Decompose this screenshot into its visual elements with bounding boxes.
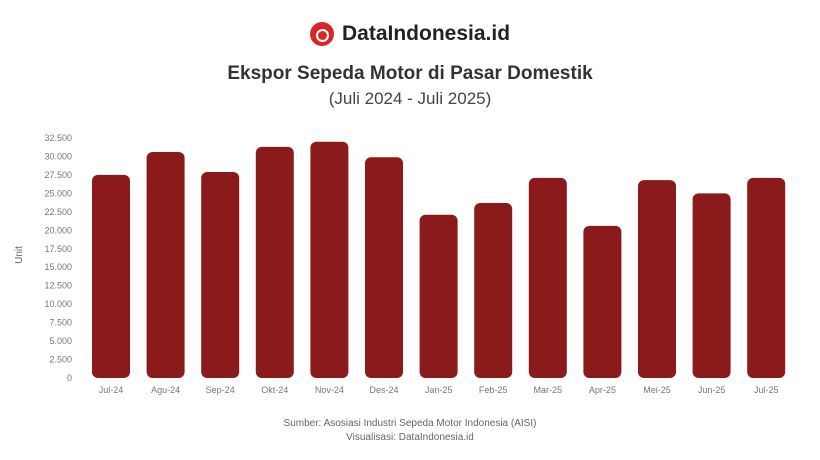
chart-subtitle: (Juli 2024 - Juli 2025) (328, 89, 492, 108)
brand-name: DataIndonesia.id (341, 22, 511, 45)
bar-Feb-25 (474, 202, 513, 378)
y-tick-label: 30.000 (44, 151, 72, 161)
source-line-1: Sumber: Asosiasi Industri Sepeda Motor I… (283, 418, 537, 429)
bar-Jun-25 (692, 193, 731, 378)
bar-Mei-25 (638, 180, 676, 378)
y-axis-label: Unit (14, 246, 25, 264)
y-tick-label: 5.000 (49, 336, 72, 346)
y-tick-label: 25.000 (44, 188, 72, 198)
x-tick-label: Jul-24 (99, 385, 124, 395)
y-tick-label: 17.500 (44, 244, 72, 254)
x-tick-label: Agu-24 (151, 385, 180, 395)
bar-Jul-24 (92, 174, 130, 378)
y-tick-label: 2.500 (49, 355, 72, 365)
y-tick-label: 15.000 (44, 262, 72, 272)
bar-Okt-24 (255, 146, 294, 378)
x-tick-label: Sep-24 (206, 385, 235, 395)
y-tick-label: 27.500 (44, 170, 72, 180)
bar-Nov-24 (310, 141, 349, 378)
x-tick-label: Mei-25 (643, 385, 671, 395)
x-tick-label: Jun-25 (698, 385, 726, 395)
bar-Jan-25 (419, 214, 458, 378)
source-note: Sumber: Asosiasi Industri Sepeda Motor I… (0, 417, 820, 445)
bar-Des-24 (365, 157, 403, 378)
y-tick-label: 20.000 (44, 225, 72, 235)
x-tick-label: Nov-24 (315, 385, 344, 395)
bar-Agu-24 (146, 152, 185, 378)
y-tick-label: 7.500 (49, 318, 72, 328)
x-tick-label: Jan-25 (425, 385, 453, 395)
y-tick-label: 22.500 (44, 207, 72, 217)
y-tick-label: 32.500 (44, 133, 72, 143)
x-tick-label: Apr-25 (589, 385, 616, 395)
source-line-2: Visualisasi: DataIndonesia.id (346, 432, 474, 443)
bar-Sep-24 (201, 171, 240, 378)
bar-Mar-25 (528, 177, 567, 378)
y-tick-label: 10.000 (44, 299, 72, 309)
x-tick-label: Mar-25 (534, 385, 563, 395)
x-tick-label: Jul-25 (754, 385, 779, 395)
x-tick-label: Des-24 (369, 385, 398, 395)
chart-title: Ekspor Sepeda Motor di Pasar Domestik (227, 63, 593, 84)
bar-Apr-25 (583, 225, 622, 378)
dataindonesia-logo-icon (309, 22, 334, 46)
x-tick-label: Feb-25 (479, 385, 508, 395)
y-tick-label: 0 (67, 373, 72, 383)
bar-Jul-25 (747, 177, 786, 378)
y-tick-label: 12.500 (44, 281, 72, 291)
x-tick-label: Okt-24 (261, 385, 288, 395)
brand-header: DataIndonesia.id (0, 22, 820, 46)
